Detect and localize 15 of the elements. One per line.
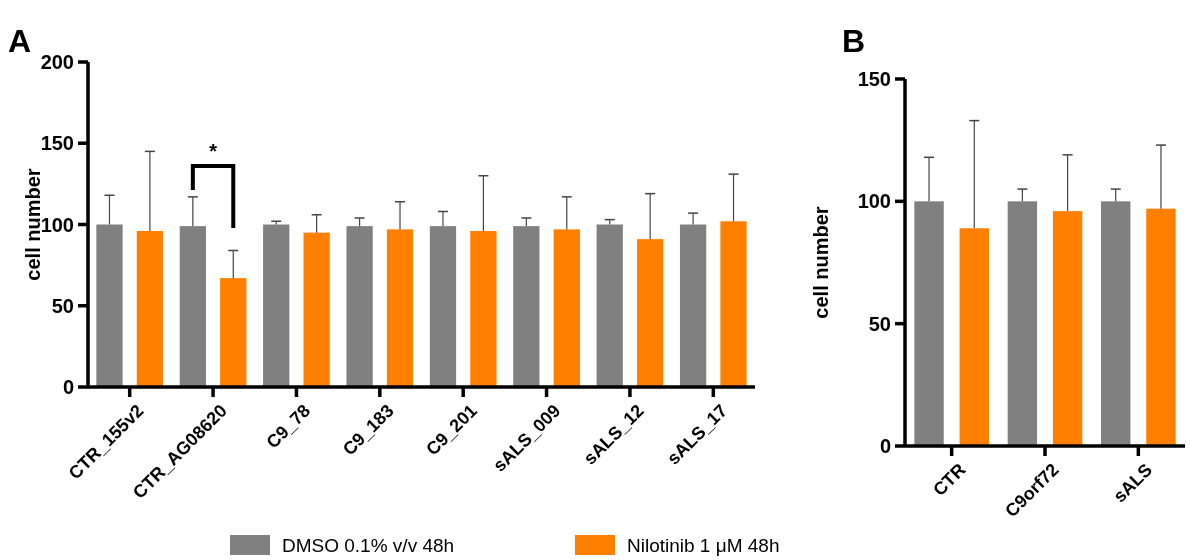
y-tick-label: 100 <box>40 213 74 236</box>
y-tick-label: 0 <box>879 435 891 457</box>
y-tick-label: 0 <box>62 376 74 398</box>
y-tick-label: 150 <box>857 68 891 90</box>
annotation: * <box>209 140 218 162</box>
y-axis-title: cell number <box>810 206 832 319</box>
y-tick-label: 200 <box>40 51 74 73</box>
y-tick-label: 50 <box>868 312 891 335</box>
y-tick-label: 50 <box>51 294 74 317</box>
legend-label: DMSO 0.1% v/v 48h <box>282 534 455 556</box>
chart-title: A <box>8 23 32 59</box>
y-tick-label: 150 <box>40 132 74 155</box>
legend-label: Nilotinib 1 μM 48h <box>627 534 780 556</box>
chart-title: B <box>842 23 866 59</box>
y-tick-label: 100 <box>857 190 891 213</box>
